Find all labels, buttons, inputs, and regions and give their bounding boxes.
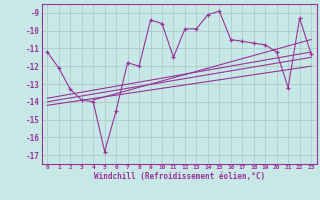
X-axis label: Windchill (Refroidissement éolien,°C): Windchill (Refroidissement éolien,°C)	[94, 172, 265, 181]
